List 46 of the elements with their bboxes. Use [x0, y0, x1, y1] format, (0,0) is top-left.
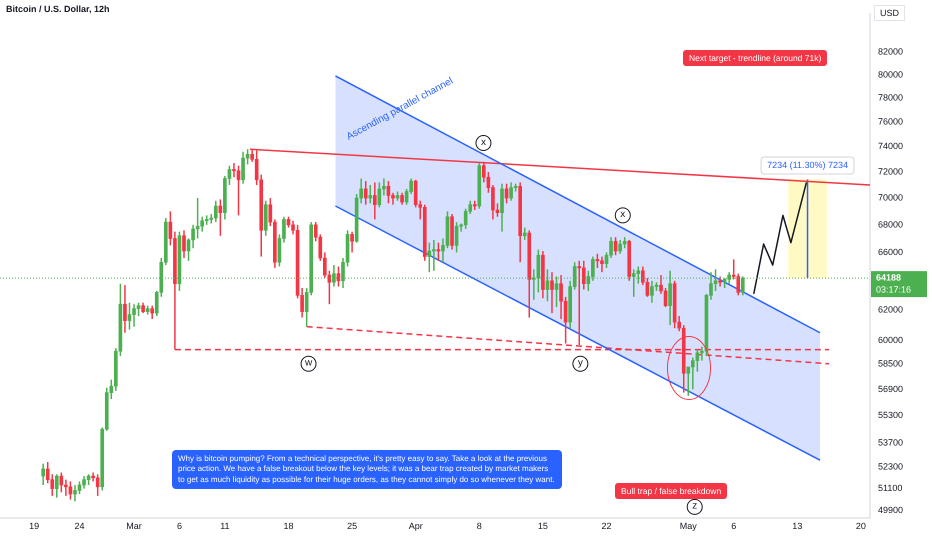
x-tick-label: May	[680, 520, 698, 531]
x-tick-label: 8	[476, 520, 482, 531]
y-tick-label: 72000	[878, 166, 904, 177]
y-tick-label: 74000	[878, 141, 904, 152]
text: 03:17:16	[876, 284, 912, 295]
annotation: w	[304, 358, 313, 369]
y-tick-label: 80000	[878, 69, 904, 80]
y-tick-label: 62000	[878, 304, 904, 315]
chart-title: Bitcoin / U.S. Dollar, 12h	[6, 4, 110, 14]
annotation: x	[480, 136, 486, 148]
y-tick-label: 51100	[878, 483, 902, 494]
annotation: 7234 (11.30%) 7234	[767, 160, 848, 170]
x-tick-label: 13	[792, 520, 802, 531]
y-tick-label: 58500	[878, 358, 904, 368]
y-tick-label: 66000	[878, 246, 904, 257]
annotation: x	[620, 209, 626, 220]
y-tick-label: 68000	[878, 219, 904, 230]
annotation: Why is bitcoin pumping? From a technical perspective, it's pretty easy to say. Take a look at the previous price action. We have a false breakout below the key levels; it was a bear trap created by market makers to get as much liquidity as possible for their huge orders, as they cannot simply do so whenever they want.	[172, 450, 562, 490]
y-tick-label: 52300	[878, 462, 904, 472]
x-tick-label: 20	[856, 520, 866, 531]
x-tick-label: 19	[29, 520, 40, 531]
x-tick-label: 22	[601, 520, 612, 531]
y-tick-label: 78000	[878, 92, 904, 103]
annotation: Next target - trendline (around 71k)	[683, 50, 828, 66]
y-tick-label: 49900	[878, 505, 904, 516]
annotation: y	[578, 358, 583, 369]
x-tick-label: 6	[731, 520, 736, 531]
y-axis-title: USD	[874, 5, 906, 21]
x-tick-label: 24	[74, 520, 85, 531]
x-tick-label: 6	[176, 520, 182, 531]
x-tick-label: Mar	[126, 520, 142, 531]
y-tick-label: 53700	[878, 437, 904, 448]
ref-line-label: 64188	[876, 272, 902, 283]
y-tick-label: 76000	[878, 116, 904, 127]
y-tick-label: 60000	[878, 334, 904, 345]
x-tick-label: 25	[347, 520, 358, 531]
y-tick-label: 56900	[878, 384, 904, 394]
x-tick-label: 11	[220, 520, 230, 531]
x-tick-label: 15	[538, 520, 548, 531]
y-tick-label: 70000	[878, 192, 904, 203]
annotation: z	[692, 500, 698, 512]
x-tick-label: 18	[283, 520, 294, 531]
y-tick-label: 82000	[878, 46, 904, 56]
y-tick-label: 55300	[878, 410, 904, 420]
annotation: Bull trap / false breakdown	[615, 483, 728, 499]
x-tick-label: Apr	[408, 520, 423, 531]
